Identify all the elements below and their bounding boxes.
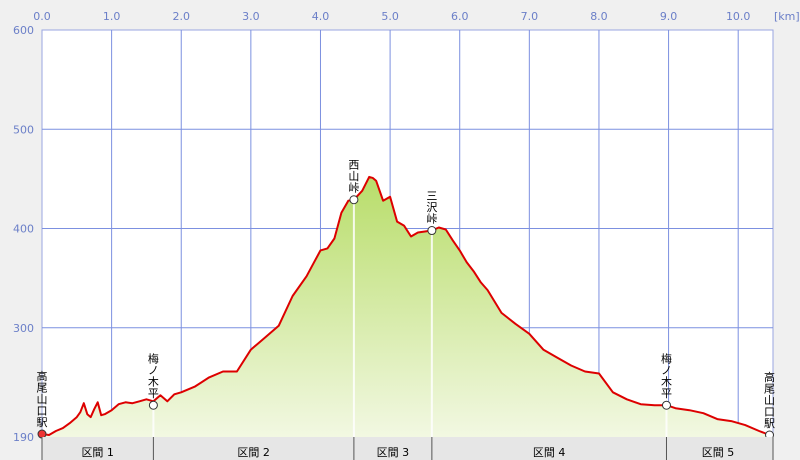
x-tick-label: 1.0	[103, 10, 121, 23]
x-tick-label: 10.0	[726, 10, 751, 23]
y-tick-labels: 600 500 400 300 190	[13, 24, 34, 444]
section-bar: 区間 1 区間 2 区間 3 区間 4 区間 5	[41, 437, 774, 460]
waypoint-drop-lines	[152, 199, 668, 437]
x-tick-label: 9.0	[660, 10, 678, 23]
waypoint-marker	[661, 400, 671, 410]
y-tick-label: 600	[13, 24, 34, 37]
waypoint-marker	[427, 226, 437, 236]
x-tick-label: 7.0	[521, 10, 539, 23]
y-tick-label: 300	[13, 322, 34, 335]
x-tick-label: 2.0	[172, 10, 190, 23]
section-bar-background	[42, 437, 773, 460]
waypoint-label: 梅ノ木平	[661, 352, 672, 401]
section-label: 区間 3	[377, 446, 410, 459]
x-tick-label: 6.0	[451, 10, 469, 23]
y-tick-label: 400	[13, 223, 34, 236]
waypoint-label: 三沢峠	[426, 190, 437, 226]
waypoint-label: 高尾山口駅	[764, 370, 775, 430]
waypoint-label: 西山峠	[348, 159, 359, 195]
section-label: 区間 1	[81, 446, 114, 459]
waypoint-marker	[37, 429, 47, 439]
waypoint-marker	[349, 195, 359, 205]
x-tick-label: 3.0	[242, 10, 260, 23]
waypoint-markers	[37, 195, 775, 440]
x-tick-label: 8.0	[590, 10, 608, 23]
waypoint-marker	[148, 400, 158, 410]
section-label: 区間 5	[702, 446, 735, 459]
section-label: 区間 2	[237, 446, 270, 459]
x-unit-label: [km]	[774, 10, 800, 23]
waypoint-label: 高尾山口駅	[37, 369, 48, 429]
x-tick-label: 5.0	[381, 10, 399, 23]
x-tick-label: 4.0	[312, 10, 330, 23]
y-tick-label: 500	[13, 123, 34, 136]
x-tick-label: 0.0	[33, 10, 51, 23]
y-tick-label: 190	[13, 431, 34, 444]
section-label: 区間 4	[533, 446, 566, 459]
x-tick-labels: 0.0 1.0 2.0 3.0 4.0 5.0 6.0 7.0 8.0 9.0 10.0	[33, 10, 750, 23]
waypoint-label: 梅ノ木平	[148, 352, 159, 401]
